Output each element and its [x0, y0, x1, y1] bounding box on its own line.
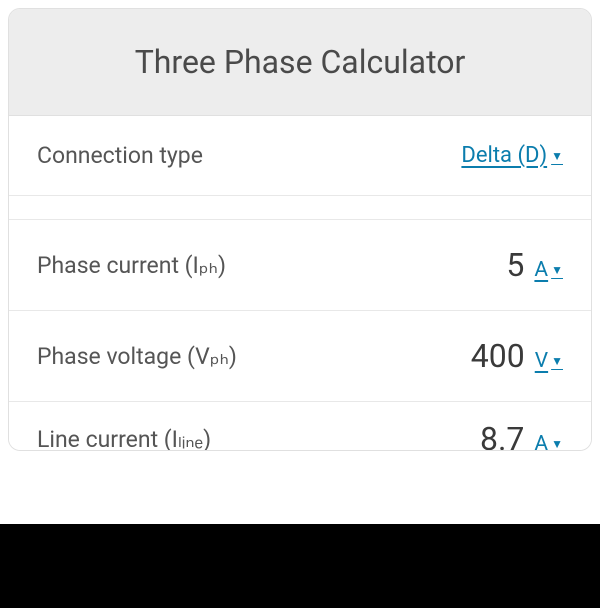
- phase-current-row: Phase current (Iₚₕ) 5 A ▼: [9, 220, 591, 311]
- line-current-unit-dropdown[interactable]: A ▼: [534, 432, 563, 450]
- phase-current-unit: A: [534, 258, 548, 282]
- page-title: Three Phase Calculator: [29, 43, 571, 81]
- spacer: [9, 196, 591, 220]
- phase-current-unit-dropdown[interactable]: A ▼: [534, 258, 563, 282]
- phase-voltage-label: Phase voltage (Vₚₕ): [37, 343, 237, 370]
- phase-voltage-unit-dropdown[interactable]: V ▼: [535, 349, 563, 373]
- phase-current-value[interactable]: 5: [506, 246, 524, 284]
- line-current-label: Line current (Iₗᵢₙₑ): [37, 426, 211, 451]
- phase-voltage-unit: V: [535, 349, 548, 373]
- chevron-down-icon: ▼: [551, 149, 563, 163]
- connection-type-row: Connection type Delta (D) ▼: [9, 116, 591, 196]
- chevron-down-icon: ▼: [551, 354, 563, 368]
- chevron-down-icon: ▼: [551, 437, 563, 450]
- connection-type-dropdown[interactable]: Delta (D) ▼: [461, 143, 563, 168]
- phase-current-value-group: 5 A ▼: [506, 246, 563, 284]
- phase-voltage-row: Phase voltage (Vₚₕ) 400 V ▼: [9, 311, 591, 402]
- calculator-card: Three Phase Calculator Connection type D…: [8, 8, 592, 451]
- phase-voltage-value-group: 400 V ▼: [471, 337, 563, 375]
- calculator-header: Three Phase Calculator: [9, 9, 591, 116]
- chevron-down-icon: ▼: [551, 263, 563, 277]
- line-current-value-group: 8.7 A ▼: [480, 420, 563, 450]
- connection-type-value: Delta (D): [461, 143, 547, 168]
- phase-current-label: Phase current (Iₚₕ): [37, 252, 226, 279]
- bottom-bar: [0, 524, 600, 608]
- line-current-value[interactable]: 8.7: [480, 420, 524, 450]
- line-current-row: Line current (Iₗᵢₙₑ) 8.7 A ▼: [9, 402, 591, 450]
- line-current-unit: A: [534, 432, 548, 450]
- phase-voltage-value[interactable]: 400: [471, 337, 525, 375]
- connection-type-label: Connection type: [37, 142, 203, 169]
